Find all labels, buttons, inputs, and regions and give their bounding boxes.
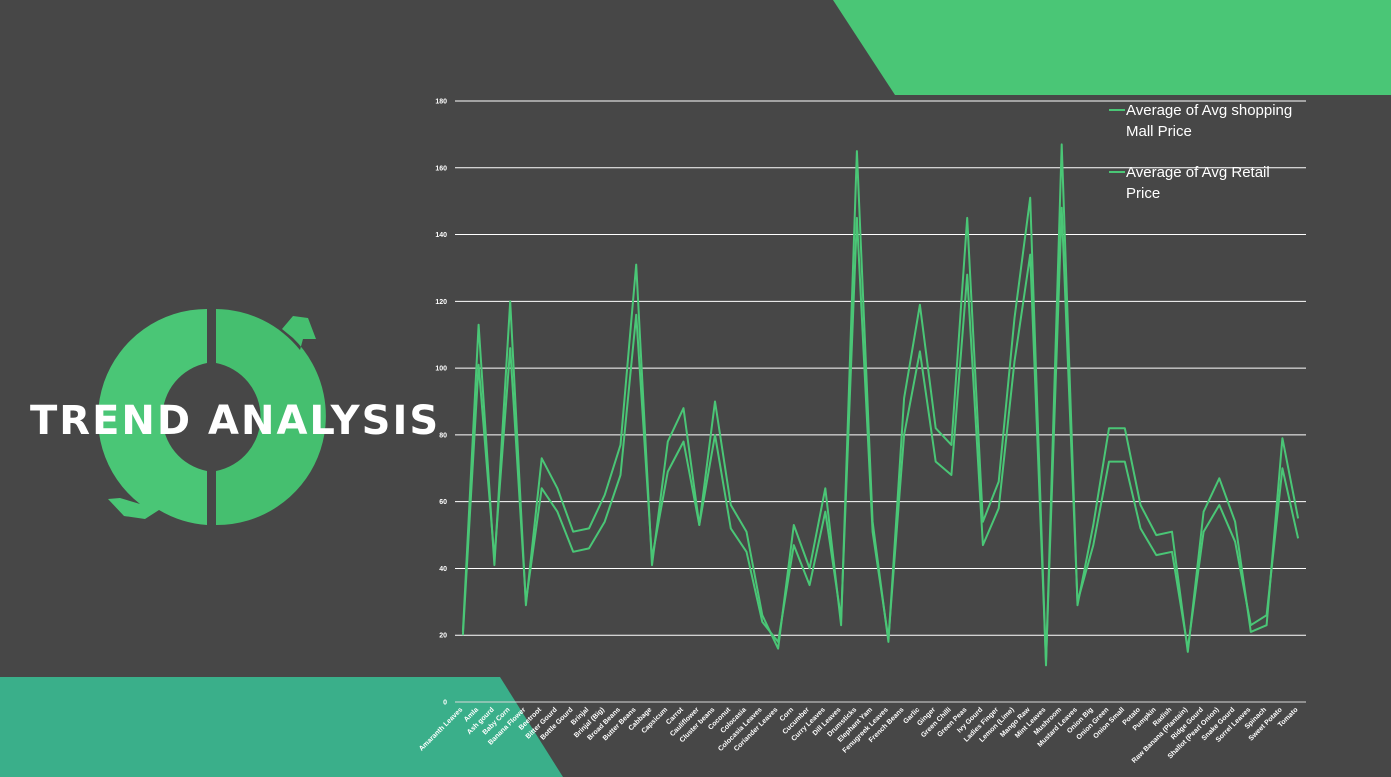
grid-lines	[455, 100, 1306, 703]
y-tick-label: 0	[443, 700, 447, 707]
y-tick-label: 80	[439, 432, 447, 439]
x-tick-label: Amaranth Leaves	[418, 706, 464, 752]
circular-refresh-arrows-icon	[97, 308, 326, 526]
y-tick-label: 120	[435, 299, 447, 306]
y-tick-label: 140	[435, 232, 447, 239]
slide-title: TREND ANALYSIS	[30, 398, 441, 444]
y-tick-label: 20	[439, 633, 447, 640]
y-axis-ticks: 0 20 40 60 80 100 120 140 160 180	[435, 99, 447, 707]
y-tick-label: 160	[435, 165, 447, 172]
bottom-left-teal-banner	[0, 677, 563, 777]
y-tick-label: 40	[439, 566, 447, 573]
series-line-2	[461, 206, 1300, 663]
series-lines	[461, 143, 1300, 667]
chart-legend: Average of Avg shopping Mall Price Average…	[1109, 102, 1292, 202]
legend-label: Mall Price	[1126, 123, 1192, 140]
y-tick-label: 60	[439, 499, 447, 506]
legend-label: Price	[1126, 185, 1160, 202]
legend-label: Average of Avg shopping	[1126, 102, 1292, 119]
y-tick-label: 180	[435, 99, 447, 106]
legend-label: Average of Avg Retail	[1126, 164, 1270, 181]
top-right-green-banner	[833, 0, 1391, 95]
y-tick-label: 100	[435, 366, 447, 373]
